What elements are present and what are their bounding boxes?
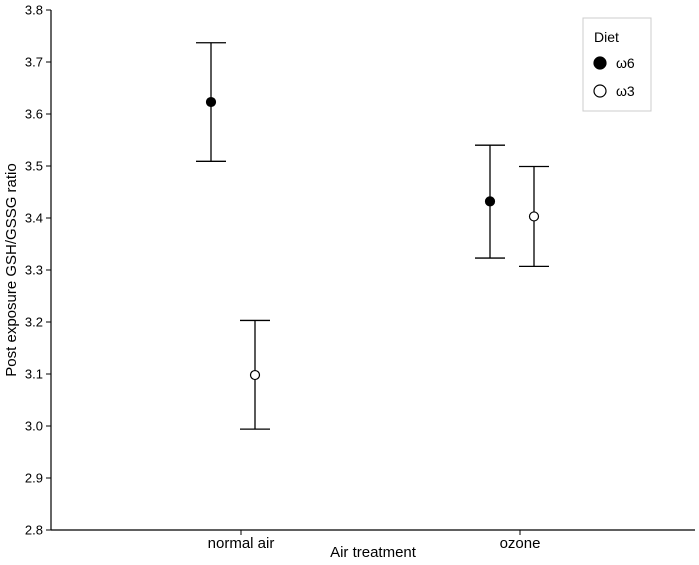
y-tick-label: 3.4 — [25, 211, 43, 226]
data-point — [528, 211, 540, 222]
legend-marker-omega3 — [593, 84, 607, 98]
error-bar-point — [475, 144, 505, 259]
data-point — [205, 96, 217, 108]
y-tick-label: 3.6 — [25, 107, 43, 122]
legend-title: Diet — [594, 29, 619, 45]
y-tick-label: 2.8 — [25, 523, 43, 538]
y-tick-label: 3.0 — [25, 419, 43, 434]
y-axis-title: Post exposure GSH/GSSG ratio — [3, 163, 20, 376]
error-bar-point — [196, 42, 226, 162]
error-bar-point — [519, 165, 549, 268]
x-ticks: normal air ozone — [208, 530, 541, 552]
y-tick-label: 3.3 — [25, 263, 43, 278]
y-tick-label: 2.9 — [25, 471, 43, 486]
legend-label-omega6: ω6 — [616, 55, 635, 71]
y-tick-label: 3.5 — [25, 159, 43, 174]
legend-label-omega3: ω3 — [616, 83, 635, 99]
data-marks — [196, 42, 549, 430]
legend: Diet ω6 ω3 — [582, 17, 652, 112]
legend-marker-omega6 — [593, 56, 607, 70]
error-bar-point — [240, 319, 270, 430]
y-tick-label: 3.7 — [25, 55, 43, 70]
x-tick-label: normal air — [208, 535, 275, 552]
y-tick-label: 3.8 — [25, 3, 43, 18]
x-axis-title: Air treatment — [330, 544, 417, 561]
x-tick-label: ozone — [500, 535, 541, 552]
y-tick-label: 3.2 — [25, 315, 43, 330]
data-point — [484, 196, 496, 207]
data-point — [249, 369, 261, 381]
y-ticks: 2.8 2.9 3.0 3.1 3.2 3.3 3.4 3.5 3.6 3.7 3.8 — [25, 3, 51, 538]
y-tick-label: 3.1 — [25, 367, 43, 382]
